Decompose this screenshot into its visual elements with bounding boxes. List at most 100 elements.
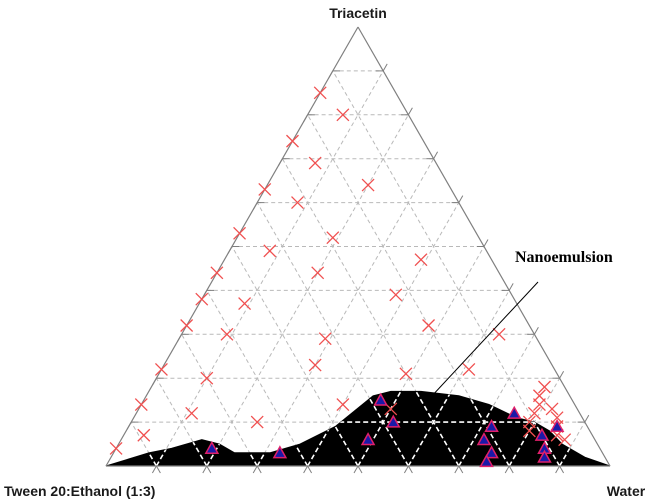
x-marker xyxy=(134,398,148,411)
x-marker-stroke xyxy=(233,226,247,240)
x-marker xyxy=(154,362,168,376)
x-marker-stroke xyxy=(545,402,559,416)
x-marker xyxy=(522,424,536,438)
x-marker-stroke xyxy=(291,196,304,210)
x-marker-stroke xyxy=(154,362,168,376)
x-marker-stroke xyxy=(263,244,277,258)
triangle-marker-series xyxy=(204,392,565,468)
triangle-marker xyxy=(204,440,220,454)
x-marker-stroke xyxy=(422,319,436,332)
x-marker xyxy=(195,292,209,306)
tick-bottom xyxy=(555,465,561,474)
x-marker xyxy=(527,406,541,420)
x-marker xyxy=(558,433,572,447)
nanoemulsion-region-shape xyxy=(105,390,611,467)
x-marker xyxy=(185,406,199,420)
tick-right-out xyxy=(407,107,413,116)
x-marker xyxy=(313,86,327,100)
x-marker xyxy=(462,362,476,376)
triangle-marker xyxy=(506,405,522,419)
grid-line xyxy=(206,290,309,467)
x-marker xyxy=(210,266,224,280)
x-marker xyxy=(492,327,506,341)
grid-line xyxy=(256,158,435,467)
tick-left-out xyxy=(151,377,157,386)
x-marker-stroke xyxy=(200,371,214,385)
tick-bottom-out xyxy=(357,465,363,474)
x-marker xyxy=(238,297,252,311)
tick-right-out xyxy=(458,195,464,203)
x-marker-stroke xyxy=(384,402,398,416)
grid-line xyxy=(307,114,510,467)
tick-left-out xyxy=(126,421,132,430)
x-marker xyxy=(308,358,322,372)
tick-bottom xyxy=(303,465,309,474)
tick-bottom-out xyxy=(206,465,212,474)
tick-right-out xyxy=(483,239,489,247)
x-marker xyxy=(326,231,340,245)
tick-bottom xyxy=(403,465,409,474)
triangle-marker xyxy=(386,414,401,428)
tick-bottom xyxy=(151,465,157,474)
x-marker xyxy=(180,319,194,332)
triangle-marker xyxy=(360,432,376,446)
x-marker xyxy=(336,398,350,411)
x-marker-stroke xyxy=(311,266,325,280)
x-marker xyxy=(361,178,375,192)
x-marker-stroke xyxy=(492,327,506,341)
x-marker xyxy=(318,332,332,346)
x-marker xyxy=(399,367,413,381)
x-marker-stroke xyxy=(109,441,123,455)
tick-bottom xyxy=(202,465,208,474)
tick-bottom-out xyxy=(559,465,565,474)
tick-bottom-out xyxy=(407,465,413,474)
tick-bottom-out xyxy=(307,465,313,474)
x-marker-stroke xyxy=(558,433,572,447)
grid-line xyxy=(332,70,561,467)
x-marker-stroke xyxy=(313,86,327,100)
tick-right-out xyxy=(433,151,439,159)
x-marker-stroke xyxy=(522,424,536,438)
annotation-leader-line xyxy=(429,281,539,399)
x-marker xyxy=(200,371,214,385)
tick-bottom-out xyxy=(508,465,514,474)
grid-line xyxy=(155,70,384,467)
x-marker-stroke xyxy=(180,319,194,332)
x-marker-stroke xyxy=(389,288,403,302)
x-marker xyxy=(422,319,436,332)
tick-left-out xyxy=(227,246,233,254)
x-marker xyxy=(137,428,151,442)
x-marker xyxy=(291,196,304,210)
grid-line xyxy=(458,334,535,467)
nanoemulsion-region xyxy=(105,390,611,467)
x-marker-stroke xyxy=(286,134,299,148)
x-marker-stroke xyxy=(361,178,375,192)
tick-bottom xyxy=(252,465,258,474)
grid-line xyxy=(181,334,258,467)
region-grid-line xyxy=(357,391,485,466)
x-marker xyxy=(389,288,403,302)
tick-right-out xyxy=(533,327,539,335)
tick-right-out xyxy=(559,370,565,379)
region-grid xyxy=(130,391,586,466)
tick-left-out xyxy=(277,158,283,166)
x-marker-stroke xyxy=(308,358,322,372)
region-grid-line xyxy=(306,391,510,466)
tick-left-out xyxy=(328,70,334,79)
x-marker-stroke xyxy=(532,398,546,411)
x-marker xyxy=(308,156,322,170)
triangle-marker xyxy=(534,427,550,441)
tick-left-out xyxy=(252,202,258,210)
x-marker-stroke xyxy=(399,367,413,381)
x-marker-stroke xyxy=(462,362,476,376)
tick-bottom xyxy=(353,465,359,474)
tick-bottom-out xyxy=(256,465,262,474)
x-marker xyxy=(220,327,234,341)
x-marker xyxy=(311,266,325,280)
triangle-marker xyxy=(479,454,494,468)
x-marker-stroke xyxy=(538,380,551,394)
x-marker-stroke xyxy=(210,266,224,280)
triangle-marker xyxy=(484,445,499,459)
x-marker-stroke xyxy=(195,292,209,306)
grid-line xyxy=(407,290,510,467)
